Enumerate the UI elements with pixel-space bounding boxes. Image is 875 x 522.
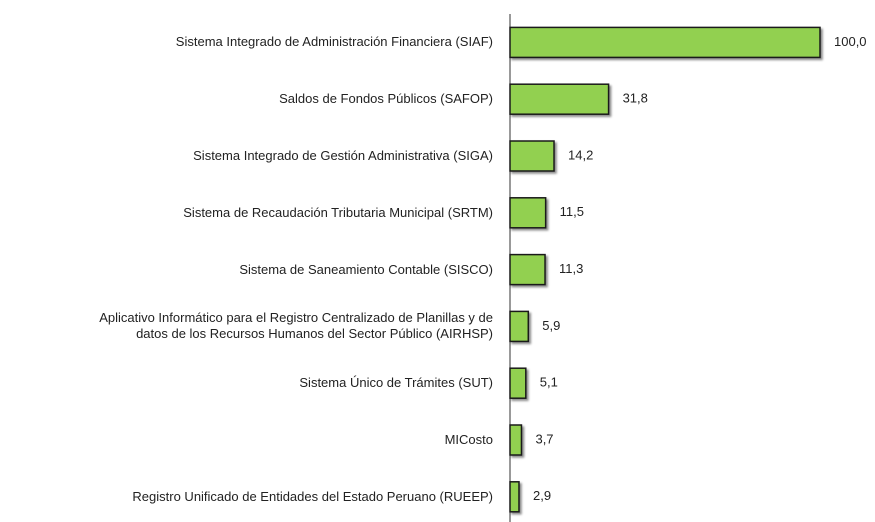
category-label: Registro Unificado de Entidades del Esta… [132, 488, 493, 504]
category-label: MICosto [444, 432, 493, 447]
bar [509, 140, 555, 172]
bar [509, 310, 530, 343]
bar [509, 26, 821, 59]
value-label: 5,1 [540, 375, 558, 390]
bar [509, 424, 523, 456]
bar [509, 83, 610, 115]
value-label: 5,9 [542, 318, 560, 333]
bar [509, 367, 527, 399]
value-label: 100,0 [834, 34, 867, 49]
value-label: 2,9 [533, 488, 551, 503]
value-label: 11,3 [559, 261, 583, 276]
bar [509, 253, 546, 286]
category-label: Saldos de Fondos Públicos (SAFOP) [279, 91, 493, 107]
value-label: 31,8 [623, 91, 648, 106]
category-label: Sistema de Saneamiento Contable (SISCO) [239, 261, 493, 277]
bar [509, 197, 547, 229]
category-label: Sistema Integrado de Gestión Administrat… [193, 148, 493, 163]
category-label: Sistema de Recaudación Tributaria Munici… [183, 204, 493, 220]
category-label: Sistema Integrado de Administración Fina… [175, 34, 493, 50]
bar [509, 481, 520, 513]
value-label: 11,5 [560, 204, 584, 219]
category-label: Sistema Único de Trámites (SUT) [299, 375, 493, 391]
value-label: 3,7 [535, 431, 553, 446]
category-label: Aplicativo Informático para el Registro … [99, 310, 493, 342]
value-label: 14,2 [568, 147, 593, 162]
